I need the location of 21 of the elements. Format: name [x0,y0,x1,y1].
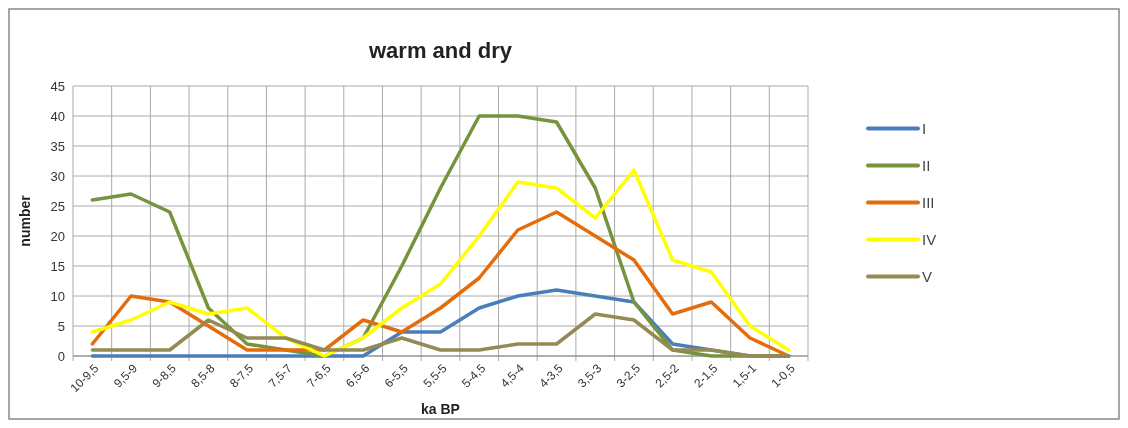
y-tick-label: 20 [50,228,65,244]
y-tick-label: 30 [50,168,65,184]
line-series [90,312,791,358]
y-tick-label: 0 [57,348,65,364]
legend-label: I [922,119,927,137]
y-tick-label: 40 [50,108,65,124]
x-axis-title: ka BP [421,401,460,417]
legend-label: V [922,267,933,285]
y-tick-label: 5 [57,318,65,334]
y-tick-label: 35 [50,138,65,154]
legend-label: IV [922,230,937,248]
y-tick-label: 45 [50,78,65,94]
y-axis-title: number [17,194,33,247]
line-series [90,210,791,358]
legend-label: III [922,193,935,211]
chart-title: warm and dry [367,38,513,63]
legend-label: II [922,156,931,174]
y-tick-label: 10 [50,288,65,304]
line-series [90,168,791,358]
y-tick-label: 15 [50,258,65,274]
y-tick-label: 25 [50,198,65,214]
